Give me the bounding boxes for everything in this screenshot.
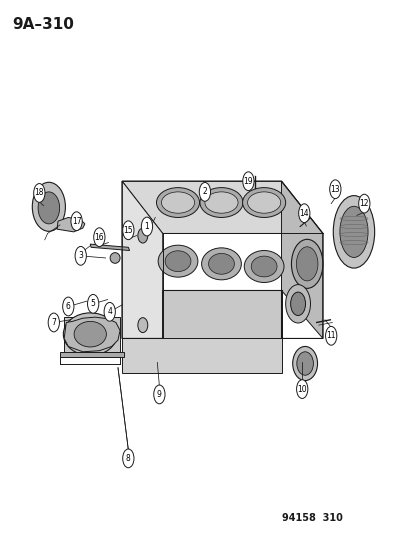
Ellipse shape [122, 449, 134, 468]
Ellipse shape [48, 313, 59, 332]
Ellipse shape [138, 318, 147, 333]
Ellipse shape [296, 379, 307, 399]
Ellipse shape [201, 248, 241, 280]
Ellipse shape [247, 192, 280, 213]
Ellipse shape [358, 194, 369, 213]
Ellipse shape [74, 321, 106, 347]
Ellipse shape [33, 183, 45, 203]
Ellipse shape [161, 192, 194, 213]
Ellipse shape [62, 297, 74, 316]
Ellipse shape [87, 294, 99, 313]
Polygon shape [122, 181, 162, 338]
Text: 14: 14 [299, 209, 309, 217]
Text: 10: 10 [297, 385, 306, 393]
Ellipse shape [156, 188, 199, 217]
Ellipse shape [153, 385, 165, 404]
Text: 94158  310: 94158 310 [281, 513, 342, 523]
Ellipse shape [104, 302, 115, 321]
Ellipse shape [332, 196, 374, 268]
Text: 18: 18 [35, 189, 44, 197]
Polygon shape [60, 352, 124, 357]
Ellipse shape [93, 228, 105, 247]
Text: 7: 7 [51, 318, 56, 327]
Text: 17: 17 [71, 217, 81, 225]
Ellipse shape [291, 239, 322, 288]
Ellipse shape [32, 182, 65, 231]
Polygon shape [281, 181, 322, 338]
Ellipse shape [296, 352, 313, 375]
Text: 13: 13 [330, 185, 339, 193]
Ellipse shape [325, 326, 336, 345]
Ellipse shape [242, 188, 285, 217]
Ellipse shape [199, 182, 210, 201]
Ellipse shape [75, 246, 86, 265]
Ellipse shape [329, 180, 340, 199]
Text: 2: 2 [202, 188, 207, 196]
Ellipse shape [208, 253, 234, 274]
Polygon shape [64, 317, 120, 352]
Ellipse shape [141, 217, 152, 236]
Ellipse shape [204, 192, 237, 213]
Ellipse shape [199, 188, 242, 217]
Ellipse shape [244, 251, 283, 282]
Ellipse shape [63, 313, 117, 356]
Text: 19: 19 [243, 177, 253, 185]
Text: 15: 15 [123, 226, 133, 235]
Text: 4: 4 [107, 308, 112, 316]
Polygon shape [90, 244, 129, 251]
Ellipse shape [290, 292, 305, 316]
Ellipse shape [110, 253, 120, 263]
Ellipse shape [71, 212, 82, 231]
Ellipse shape [285, 285, 310, 323]
Text: 5: 5 [90, 300, 95, 308]
Polygon shape [122, 338, 281, 373]
Polygon shape [122, 181, 322, 233]
Ellipse shape [296, 247, 317, 281]
Ellipse shape [122, 221, 134, 240]
Ellipse shape [138, 228, 147, 243]
Ellipse shape [292, 346, 317, 381]
Ellipse shape [242, 172, 254, 191]
Text: 6: 6 [66, 302, 71, 311]
Text: 9: 9 [157, 390, 161, 399]
Polygon shape [57, 217, 85, 232]
Text: 16: 16 [94, 233, 104, 241]
Text: 9A–310: 9A–310 [12, 17, 74, 32]
Ellipse shape [251, 256, 276, 277]
Ellipse shape [158, 245, 197, 277]
Ellipse shape [165, 251, 190, 272]
Text: 12: 12 [359, 199, 368, 208]
Ellipse shape [38, 192, 59, 224]
Polygon shape [64, 317, 120, 352]
Text: 1: 1 [144, 222, 149, 231]
Ellipse shape [339, 206, 367, 257]
Text: 3: 3 [78, 252, 83, 260]
Polygon shape [162, 290, 281, 338]
Ellipse shape [298, 204, 309, 223]
Text: 11: 11 [326, 332, 335, 340]
Text: 8: 8 [126, 454, 131, 463]
